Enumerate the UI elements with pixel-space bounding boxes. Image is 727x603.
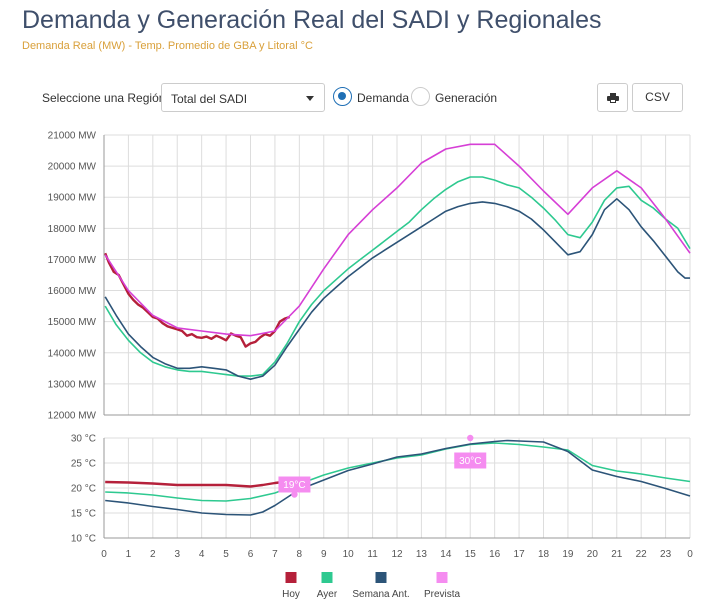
- demand-y-tick-label: 21000 MW: [48, 131, 97, 142]
- x-tick-label: 10: [343, 549, 355, 560]
- temp-y-tick-label: 10 °C: [71, 534, 96, 545]
- legend-swatch-hoy[interactable]: [285, 572, 297, 583]
- csv-button[interactable]: CSV: [632, 83, 683, 112]
- x-tick-label: 7: [272, 549, 278, 560]
- print-button[interactable]: [597, 83, 628, 112]
- page-subtitle: Demanda Real (MW) - Temp. Promedio de GB…: [22, 40, 313, 52]
- x-tick-label: 0: [101, 549, 107, 560]
- temp-line-hoy[interactable]: [105, 479, 290, 488]
- x-tick-label: 19: [562, 549, 574, 560]
- x-tick-label: 8: [297, 549, 303, 560]
- radio-generacion[interactable]: [411, 87, 430, 106]
- demand-y-tick-label: 18000 MW: [48, 224, 97, 235]
- demand-line-hoy[interactable]: [104, 252, 290, 348]
- demand-y-tick-label: 20000 MW: [48, 162, 97, 173]
- temp-y-tick-label: 25 °C: [71, 459, 96, 470]
- temp-annotation-label: 19°C: [283, 480, 305, 491]
- x-tick-label: 0: [687, 549, 693, 560]
- legend-label[interactable]: Ayer: [317, 589, 338, 600]
- temp-y-tick-label: 20 °C: [71, 484, 96, 495]
- demand-y-tick-label: 16000 MW: [48, 286, 97, 297]
- x-tick-label: 23: [660, 549, 672, 560]
- x-tick-label: 12: [391, 549, 403, 560]
- print-icon: [606, 93, 619, 103]
- x-tick-label: 22: [636, 549, 648, 560]
- demand-y-tick-label: 13000 MW: [48, 379, 97, 390]
- legend-swatch-ayer[interactable]: [321, 572, 333, 583]
- demand-y-tick-label: 17000 MW: [48, 255, 97, 266]
- region-select[interactable]: Total del SADI: [161, 83, 325, 112]
- demand-series: [104, 143, 691, 381]
- temp-annotation-label: 30°C: [459, 456, 481, 467]
- x-tick-label: 6: [248, 549, 254, 560]
- legend-swatch-prevista[interactable]: [436, 572, 448, 583]
- demand-line-semana-ant[interactable]: [104, 198, 690, 381]
- demand-y-tick-label: 15000 MW: [48, 317, 97, 328]
- temp-line-semana-ant[interactable]: [105, 439, 691, 516]
- temp-y-tick-label: 30 °C: [71, 434, 96, 445]
- temp-prevista-point[interactable]: [291, 491, 298, 498]
- x-tick-label: 20: [587, 549, 599, 560]
- chart-legend[interactable]: Hoy Ayer Semana Ant. Prevista: [282, 572, 460, 600]
- x-tick-label: 14: [440, 549, 452, 560]
- x-tick-label: 9: [321, 549, 327, 560]
- x-tick-label: 3: [174, 549, 180, 560]
- x-tick-label: 16: [489, 549, 501, 560]
- legend-label[interactable]: Hoy: [282, 589, 300, 600]
- temp-annotation-box: [454, 452, 487, 469]
- x-tick-label: 18: [538, 549, 550, 560]
- temp-y-tick-label: 15 °C: [71, 509, 96, 520]
- temp-prevista-point[interactable]: [467, 434, 474, 442]
- demand-grid: 12000 MW 13000 MW 14000 MW 15000 MW 16000 MW…: [48, 131, 691, 422]
- x-tick-label: 13: [416, 549, 428, 560]
- legend-label[interactable]: Semana Ant.: [352, 589, 409, 600]
- temperature-series: 19°C 30°C: [105, 434, 691, 516]
- demand-y-tick-label: 19000 MW: [48, 193, 97, 204]
- temp-line-ayer[interactable]: [105, 442, 691, 502]
- demand-y-tick-label: 14000 MW: [48, 348, 97, 359]
- temp-annotation-box: [278, 476, 311, 493]
- demand-line-prevista[interactable]: [104, 143, 691, 337]
- x-tick-label: 15: [465, 549, 477, 560]
- x-tick-label: 5: [223, 549, 229, 560]
- radio-demanda-label[interactable]: Demanda: [357, 91, 410, 105]
- toolbar: Seleccione una Región Total del SADI Dem…: [0, 82, 727, 114]
- x-tick-label: 2: [150, 549, 156, 560]
- demand-y-tick-label: 12000 MW: [48, 411, 97, 422]
- radio-generacion-label[interactable]: Generación: [435, 91, 498, 105]
- temperature-grid: 10 °C 15 °C 20 °C 25 °C 30 °C: [71, 434, 691, 545]
- x-tick-label: 21: [611, 549, 623, 560]
- x-tick-label: 4: [199, 549, 205, 560]
- legend-label[interactable]: Prevista: [424, 589, 461, 600]
- region-select-value: Total del SADI: [171, 92, 248, 106]
- legend-swatch-semana-ant[interactable]: [375, 572, 387, 583]
- x-tick-label: 17: [514, 549, 526, 560]
- page-title: Demanda y Generación Real del SADI y Reg…: [22, 6, 602, 34]
- x-tick-label: 1: [126, 549, 132, 560]
- caret-down-icon: [306, 96, 314, 101]
- chart-axes: 0 1 2 3 4 5 6 7 8 9 10 11 12 13 14 15 16 17 18 19 20 21 22 23 0: [101, 135, 693, 560]
- demand-line-ayer[interactable]: [104, 176, 691, 377]
- x-tick-label: 11: [367, 549, 378, 560]
- region-label: Seleccione una Región: [42, 91, 166, 105]
- radio-demanda[interactable]: [333, 87, 352, 106]
